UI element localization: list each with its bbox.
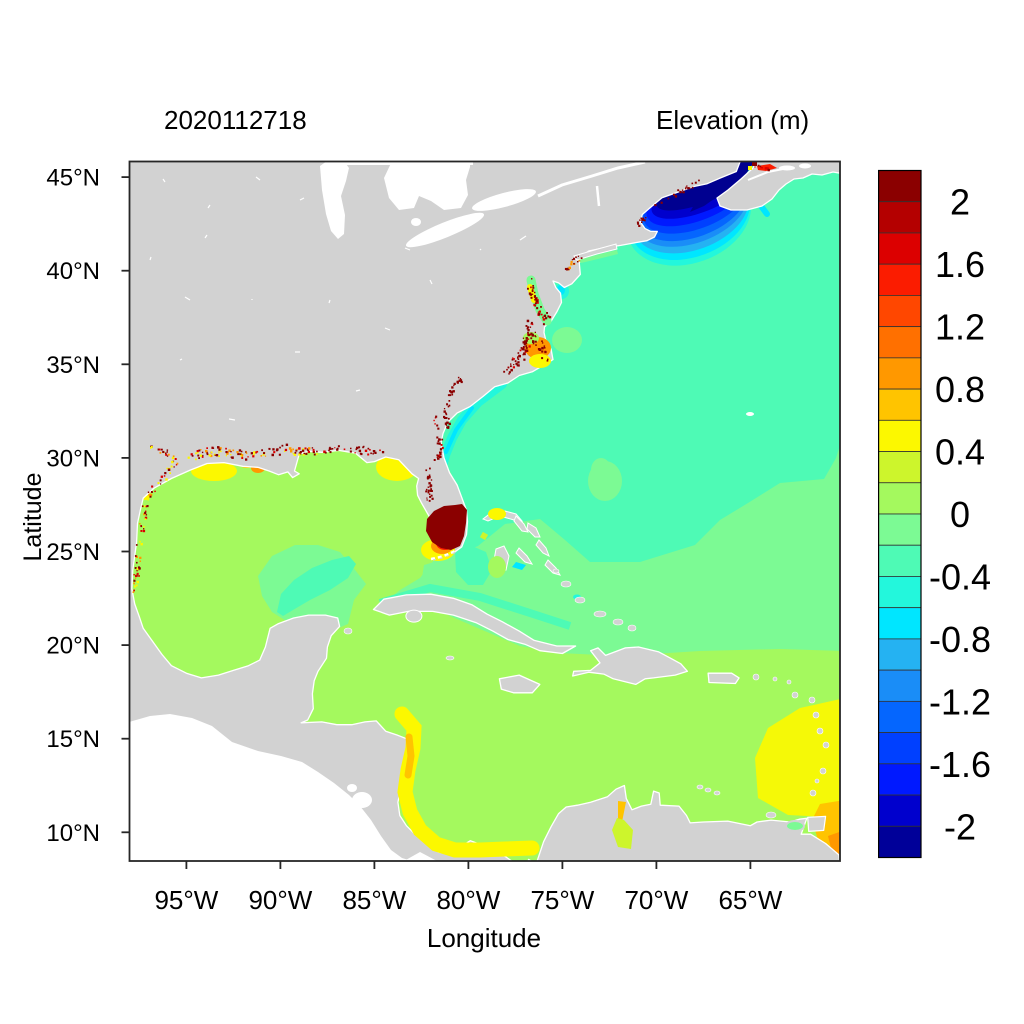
svg-text:-0.8: -0.8 <box>929 619 991 660</box>
svg-text:35°N: 35°N <box>46 352 100 379</box>
svg-text:20°N: 20°N <box>46 633 100 660</box>
svg-text:40°N: 40°N <box>46 258 100 285</box>
svg-text:0.8: 0.8 <box>935 369 985 410</box>
svg-text:75°W: 75°W <box>530 885 594 915</box>
svg-text:-0.4: -0.4 <box>929 557 991 598</box>
svg-text:Latitude: Latitude <box>19 473 47 562</box>
svg-text:25°N: 25°N <box>46 539 100 566</box>
svg-text:85°W: 85°W <box>342 885 406 915</box>
svg-text:2020112718: 2020112718 <box>164 105 307 135</box>
svg-text:65°W: 65°W <box>718 885 782 915</box>
svg-text:30°N: 30°N <box>46 445 100 472</box>
svg-text:70°W: 70°W <box>624 885 688 915</box>
svg-text:1.2: 1.2 <box>935 307 985 348</box>
svg-text:10°N: 10°N <box>46 820 100 847</box>
svg-text:45°N: 45°N <box>46 165 100 192</box>
svg-text:15°N: 15°N <box>46 726 100 753</box>
svg-text:-1.6: -1.6 <box>929 744 991 785</box>
svg-text:-1.2: -1.2 <box>929 681 991 722</box>
svg-text:1.6: 1.6 <box>935 244 985 285</box>
svg-text:90°W: 90°W <box>248 885 312 915</box>
svg-text:Longitude: Longitude <box>427 923 541 953</box>
svg-text:0: 0 <box>950 494 970 535</box>
svg-text:80°W: 80°W <box>436 885 500 915</box>
svg-text:2: 2 <box>950 182 970 223</box>
svg-text:95°W: 95°W <box>154 885 218 915</box>
svg-text:-2: -2 <box>944 806 976 847</box>
svg-text:Elevation (m): Elevation (m) <box>656 105 809 135</box>
svg-text:0.4: 0.4 <box>935 432 985 473</box>
